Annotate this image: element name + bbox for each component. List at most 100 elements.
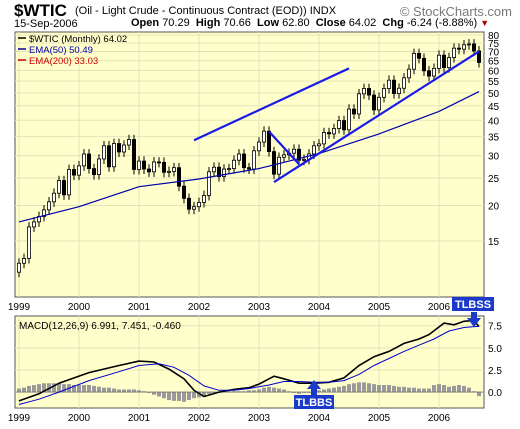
candle-body — [386, 79, 391, 89]
candle-body — [191, 206, 196, 210]
candle-body — [231, 159, 236, 169]
macd-histogram-bar — [237, 391, 241, 393]
candle-body — [291, 148, 296, 154]
description-text: (Oil - Light Crude - Continuous Contract… — [75, 5, 307, 17]
macd-histogram-bar — [227, 391, 231, 393]
candle-body — [226, 168, 231, 170]
candle-body — [206, 171, 211, 196]
candle-body — [211, 166, 216, 173]
candle-body — [246, 167, 251, 170]
macd-histogram-bar — [447, 386, 451, 393]
macd-histogram-bar — [322, 389, 326, 393]
candle-body — [361, 88, 366, 95]
candle-body — [351, 108, 356, 115]
candle-body — [381, 88, 386, 98]
macd-histogram-bar — [42, 383, 46, 393]
candle-body — [186, 197, 191, 210]
price-tick-label: 70 — [488, 47, 500, 58]
candle-body — [456, 47, 461, 50]
macd-x-tick-label: 2000 — [68, 413, 91, 424]
macd-histogram-bar — [132, 389, 136, 393]
price-tick-label: 75 — [488, 39, 500, 50]
down-arrow-icon: ▼ — [480, 18, 490, 28]
ema50-line — [18, 91, 480, 223]
macd-histogram-bar — [262, 387, 266, 393]
macd-histogram-bar — [92, 385, 96, 393]
candle-body — [476, 50, 481, 63]
macd-histogram-bar — [337, 386, 341, 393]
candle-body — [122, 144, 127, 153]
price-tick-label: 65 — [488, 57, 500, 68]
candle-body — [221, 168, 226, 177]
macd-histogram-bar — [122, 389, 126, 393]
ohlc-readout: Open 70.29 High 70.66 Low 62.80 Close 64… — [131, 17, 489, 29]
annotation-label: TLBSS — [455, 299, 491, 311]
candle-body — [451, 47, 456, 58]
macd-histogram-bar — [277, 388, 281, 393]
macd-histogram-bar — [352, 383, 356, 393]
macd-tick-label: 7.5 — [488, 322, 502, 333]
candle-body — [471, 43, 476, 52]
price-tick-label: 40 — [488, 116, 500, 127]
macd-histogram-bar — [197, 392, 201, 398]
price-tick-label: 30 — [488, 152, 500, 163]
candle-body — [181, 185, 186, 199]
candle-body — [301, 158, 306, 161]
candle-body — [62, 180, 67, 196]
price-tick-label: 55 — [488, 77, 500, 88]
price-x-tick-label: 2005 — [368, 302, 391, 313]
price-tick-label: 15 — [488, 237, 500, 248]
macd-histogram-bar — [127, 389, 131, 393]
price-x-tick-label: 2002 — [188, 302, 211, 313]
macd-histogram-bar — [477, 392, 481, 397]
macd-histogram-bar — [207, 392, 211, 394]
macd-histogram-bar — [272, 387, 276, 393]
macd-histogram-bar — [97, 386, 101, 393]
candle-body — [311, 145, 316, 155]
candle-body — [406, 68, 411, 79]
candle-body — [366, 88, 371, 96]
macd-histogram-bar — [72, 385, 76, 393]
price-tick-label: 45 — [488, 102, 500, 113]
candle-body — [117, 143, 122, 153]
candle-body — [421, 57, 426, 72]
macd-histogram-bar — [392, 385, 396, 393]
low-value: 62.80 — [282, 17, 310, 29]
chg-value: -6.24 (-8.88%) — [406, 17, 478, 29]
macd-histogram-bar — [152, 392, 156, 395]
candle-body — [321, 132, 326, 145]
candle-body — [196, 202, 201, 208]
macd-histogram-bar — [347, 384, 351, 393]
candle-body — [16, 262, 21, 273]
macd-histogram-bar — [422, 388, 426, 393]
macd-histogram-bar — [442, 385, 446, 393]
candle-body — [87, 153, 92, 169]
open-value: 70.29 — [162, 17, 190, 29]
candle-body — [416, 53, 421, 59]
price-tick-label: 35 — [488, 133, 500, 144]
macd-histogram-bar — [147, 392, 151, 393]
candle-body — [446, 57, 451, 68]
macd-x-tick-label: 2004 — [308, 413, 331, 424]
macd-histogram-bar — [162, 392, 166, 399]
price-tick-label: 25 — [488, 174, 500, 185]
macd-histogram-bar — [357, 382, 361, 393]
candle-body — [92, 168, 97, 176]
macd-histogram-bar — [137, 390, 141, 393]
macd-histogram-bar — [252, 390, 256, 393]
candle-body — [136, 160, 141, 170]
macd-histogram-bar — [112, 388, 116, 393]
candle-body — [266, 130, 271, 152]
price-x-tick-label: 2001 — [128, 302, 151, 313]
macd-histogram-bar — [457, 385, 461, 393]
macd-histogram-bar — [412, 387, 416, 393]
macd-histogram-bar — [102, 387, 106, 393]
chart-symbol: $WTIC — [14, 1, 67, 20]
macd-histogram-bar — [62, 384, 66, 393]
candle-body — [436, 54, 441, 69]
candle-body — [47, 201, 52, 211]
macd-histogram-bar — [282, 389, 286, 393]
macd-histogram-bar — [172, 392, 176, 401]
candle-body — [52, 192, 57, 203]
